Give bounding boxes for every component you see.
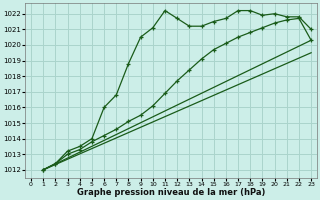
X-axis label: Graphe pression niveau de la mer (hPa): Graphe pression niveau de la mer (hPa) [77,188,265,197]
